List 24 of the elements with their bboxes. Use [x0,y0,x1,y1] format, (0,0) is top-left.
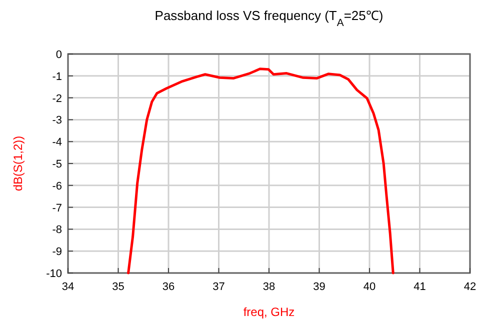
y-tick-label: -8 [52,224,62,236]
x-tick-label: 37 [212,281,225,293]
line-series [127,68,394,274]
x-tick-label: 40 [363,281,376,293]
y-tick-label: -1 [52,70,62,83]
y-tick-label: -3 [52,114,62,127]
x-tick-label: 38 [262,281,276,293]
x-tick-label: 35 [112,281,124,293]
y-axis-title: dB(S(1,2)) [11,136,25,192]
x-axis-title: freq, GHz [243,305,295,319]
x-tick-label: 34 [62,281,74,293]
x-tick-label: 42 [464,281,476,293]
y-tick-label: -9 [52,246,62,258]
x-tick-label: 39 [313,281,326,293]
y-tick-label: -2 [52,92,62,105]
y-tick-label: -6 [52,180,62,192]
y-tick-label: -10 [46,268,62,280]
y-tick-label: -4 [52,136,62,149]
y-tick-label: 0 [56,49,62,61]
x-tick-label: 36 [162,281,175,293]
x-tick-label: 41 [414,281,426,293]
y-tick-label: -7 [52,202,62,214]
y-tick-label: -5 [52,158,62,170]
chart-title: Passband loss VS frequency (T$_{A}$=25℃) [154,8,384,28]
